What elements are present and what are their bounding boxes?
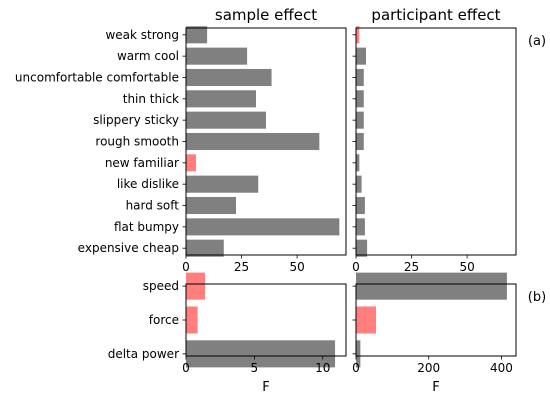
sample-effect-bar-thin-thick [186,90,256,108]
participant-kinematics-xtick-label-200: 200 [417,361,440,375]
sample-kinematics-axes-frame [185,283,347,357]
sample-effect-bar-flat-bumpy [186,218,340,236]
participant-effect-bar-flat-bumpy [356,218,365,236]
participant-effect-xtick-label-50: 50 [459,260,474,274]
sample-effect-bar-rough-smooth [186,132,320,151]
participant-kinematics-bar-speed [356,272,507,300]
sample-effect-bar-uncomfortable-comfortable [186,68,272,87]
sample-effect-category-label-like-dislike: like dislike [117,177,179,191]
sample-effect-category-label-rough-smooth: rough smooth [95,135,179,149]
participant-kinematics-panel-tag: (b) [528,290,546,305]
participant-effect-bar-slippery-sticky [356,111,364,129]
sample-kinematics-category-label-delta-power: delta power [108,347,179,361]
participant-kinematics-panel: 0 200 400 F (b) [352,272,546,395]
sample-effect-category-label-hard-soft: hard soft [126,199,180,213]
sample-effect-panel: weak strong warm cool uncomfortable comfor… [15,6,347,274]
participant-effect-bar-weak-strong [356,26,360,44]
sample-effect-bar-weak-strong [186,26,208,44]
sample-effect-category-label-thin-thick: thin thick [123,92,179,106]
sample-kinematics-xlabel: F [262,380,269,395]
participant-kinematics-bar-force [356,306,376,334]
participant-effect-title: participant effect [371,6,500,24]
participant-kinematics-xlabel: F [432,380,439,395]
sample-kinematics-xtick-label-10: 10 [315,361,330,375]
sample-effect-bar-expensive-cheap [186,239,224,257]
sample-effect-bar-slippery-sticky [186,111,266,129]
participant-kinematics-xtick-label-400: 400 [490,361,513,375]
participant-effect-bar-new-familiar [356,154,360,172]
sample-effect-category-label-new-familiar: new familiar [105,156,179,170]
participant-effect-bar-rough-smooth [356,132,364,151]
sample-kinematics-bar-speed [186,272,206,300]
sample-effect-bar-like-dislike [186,175,259,193]
sample-effect-title: sample effect [215,6,317,24]
sample-kinematics-bar-delta-power [186,340,336,368]
participant-kinematics-bar-delta-power [356,340,361,368]
participant-effect-bar-uncomfortable-comfortable [356,68,364,87]
sample-effect-category-label-warm-cool: warm cool [117,49,179,63]
sample-effect-xtick-label-25: 25 [234,260,249,274]
participant-effect-panel: 0 25 50 participant effect (a) [352,6,546,274]
participant-effect-bar-warm-cool [356,47,366,65]
sample-effect-category-label-weak-strong: weak strong [105,28,179,42]
sample-effect-bar-hard-soft [186,196,236,215]
sample-effect-category-label-slippery-sticky: slippery sticky [93,113,179,127]
participant-effect-xtick-label-25: 25 [404,260,419,274]
sample-effect-category-label-uncomfortable-comfortable: uncomfortable comfortable [15,70,179,84]
participant-effect-bar-hard-soft [356,196,365,215]
sample-kinematics-xtick-label-0: 0 [182,361,190,375]
sample-effect-xtick-label-0: 0 [182,260,190,274]
sample-effect-axes-frame [185,27,347,256]
participant-effect-xtick-label-0: 0 [352,260,360,274]
sample-kinematics-bar-force [186,306,198,334]
sample-kinematics-category-label-speed: speed [143,279,179,293]
participant-kinematics-axes-frame [355,283,517,357]
sample-kinematics-xtick-label-5: 5 [251,361,259,375]
sample-effect-xtick-label-50: 50 [289,260,304,274]
sample-effect-bar-warm-cool [186,47,248,65]
participant-kinematics-xtick-label-0: 0 [352,361,360,375]
sample-effect-category-label-expensive-cheap: expensive cheap [78,241,179,255]
participant-effect-bar-like-dislike [356,175,362,193]
participant-effect-axes-frame [355,27,517,256]
participant-effect-panel-tag: (a) [528,34,546,49]
sample-effect-bar-new-familiar [186,154,196,172]
participant-effect-bar-thin-thick [356,90,364,108]
sample-kinematics-category-label-force: force [149,313,179,327]
sample-effect-category-label-flat-bumpy: flat bumpy [114,220,179,234]
participant-effect-bar-expensive-cheap [356,239,368,257]
